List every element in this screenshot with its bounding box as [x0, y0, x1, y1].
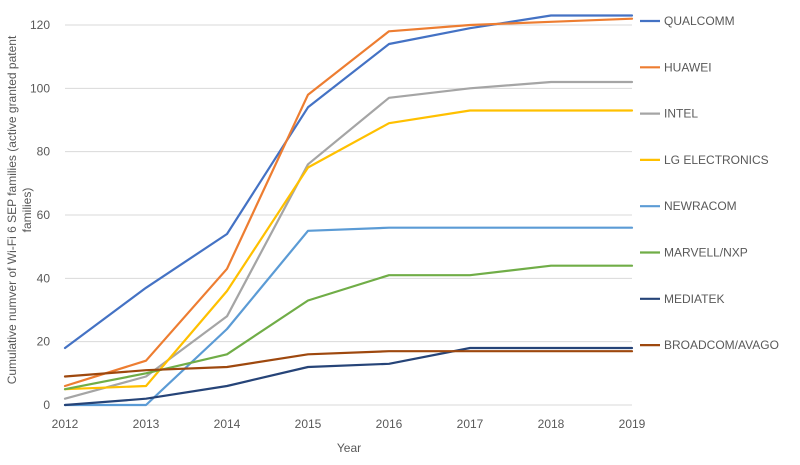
legend-label-newracom: NEWRACOM	[664, 199, 737, 213]
legend-label-broadcom-avago: BROADCOM/AVAGO	[664, 338, 779, 352]
y-axis-title-line-2: families)	[20, 188, 34, 233]
legend-label-lg-electronics: LG ELECTRONICS	[664, 153, 769, 167]
y-tick-label: 60	[37, 208, 51, 222]
series-line-broadcom-avago	[63, 350, 634, 378]
y-axis-ticks: 0 20 40 60 80 100 120	[30, 18, 50, 412]
series-line-mediatek	[63, 346, 634, 407]
x-tick-label: 2017	[457, 417, 484, 431]
legend-label-intel: INTEL	[664, 107, 698, 121]
y-axis-title-line-1: Cumulative numver of Wi-Fi 6 SEP familie…	[5, 35, 19, 384]
x-tick-label: 2014	[214, 417, 241, 431]
legend-label-qualcomm: QUALCOMM	[664, 14, 735, 28]
y-tick-label: 100	[30, 81, 50, 95]
x-tick-label: 2015	[295, 417, 322, 431]
gridlines	[65, 24, 632, 343]
x-tick-label: 2013	[133, 417, 160, 431]
series-line-qualcomm	[63, 14, 634, 350]
x-tick-label: 2018	[538, 417, 565, 431]
x-axis-title: Year	[337, 441, 361, 455]
y-tick-label: 80	[37, 145, 51, 159]
legend-label-marvell-nxp: MARVELL/NXP	[664, 246, 748, 260]
x-tick-label: 2016	[376, 417, 403, 431]
y-tick-label: 120	[30, 18, 50, 32]
series-line-newracom	[63, 226, 634, 407]
y-tick-label: 20	[37, 335, 51, 349]
x-tick-label: 2012	[52, 417, 79, 431]
series-line-huawei	[63, 17, 634, 388]
x-tick-label: 2019	[619, 417, 646, 431]
x-axis-ticks: 2012 2013 2014 2015 2016 2017 2018 2019	[52, 417, 646, 431]
legend: QUALCOMM HUAWEI INTEL LG ELECTRONICS NEWRACO…	[640, 14, 779, 352]
y-tick-label: 0	[43, 398, 50, 412]
legend-label-mediatek: MEDIATEK	[664, 292, 724, 306]
y-tick-label: 40	[37, 271, 51, 285]
y-axis-title-group: Cumulative numver of Wi-Fi 6 SEP familie…	[5, 35, 34, 384]
legend-label-huawei: HUAWEI	[664, 60, 712, 74]
series-lines	[63, 14, 634, 407]
series-line-intel	[63, 80, 634, 400]
